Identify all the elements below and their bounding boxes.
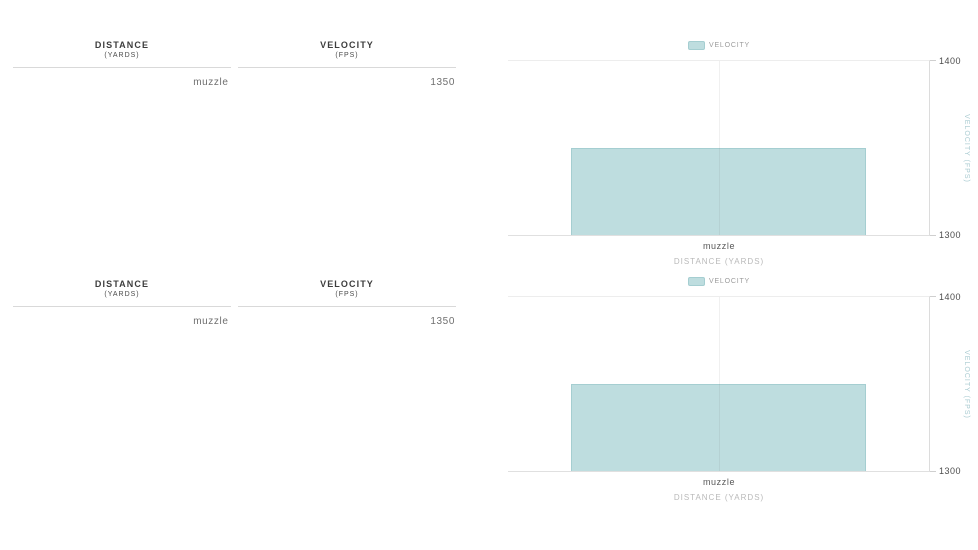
- y-axis-title: VELOCITY (FPS): [962, 349, 970, 419]
- velocity-bar-chart-1: VELOCITY 1400 1300 VELOCITY (FPS) muzzle…: [508, 40, 978, 275]
- x-gridline: [718, 297, 720, 471]
- column-header-distance: DISTANCE (YARDS): [13, 279, 231, 307]
- column-unit: (FPS): [335, 52, 359, 59]
- legend-swatch-icon: [687, 277, 705, 286]
- legend-item-velocity[interactable]: VELOCITY: [687, 41, 751, 50]
- column-label: VELOCITY: [320, 279, 374, 289]
- legend-swatch-icon: [687, 41, 705, 50]
- x-tick-label-muzzle: muzzle: [702, 241, 736, 251]
- y-tick-label-min: 1300: [939, 466, 962, 476]
- column-label: DISTANCE: [94, 40, 150, 50]
- x-tick-label-muzzle: muzzle: [702, 477, 736, 487]
- column-label: VELOCITY: [320, 40, 374, 50]
- chart-legend: VELOCITY: [508, 277, 930, 286]
- table-header-row: DISTANCE (YARDS) VELOCITY (FPS): [13, 279, 456, 307]
- distance-cell: muzzle: [193, 77, 229, 88]
- y-axis-title: VELOCITY (FPS): [962, 113, 970, 183]
- velocity-cell: 1350: [430, 316, 455, 327]
- velocity-cell: 1350: [430, 77, 455, 88]
- plot-area: 1400 1300: [508, 56, 961, 240]
- y-tick-label-max: 1400: [939, 292, 962, 302]
- y-axis-title-wrap: VELOCITY (FPS): [958, 296, 974, 472]
- velocity-bar-chart-2: VELOCITY 1400 1300 VELOCITY (FPS) muzzle…: [508, 276, 978, 511]
- velocity-bar-muzzle[interactable]: [571, 384, 866, 471]
- y-axis-tick-min: [930, 471, 936, 472]
- ballistics-table-2: DISTANCE (YARDS) VELOCITY (FPS) muzzle 1…: [13, 279, 456, 327]
- table-header-row: DISTANCE (YARDS) VELOCITY (FPS): [13, 40, 456, 68]
- column-header-distance: DISTANCE (YARDS): [13, 40, 231, 68]
- velocity-bar-muzzle[interactable]: [571, 148, 866, 235]
- distance-cell: muzzle: [193, 316, 229, 327]
- y-tick-label-max: 1400: [939, 56, 962, 66]
- legend-item-velocity[interactable]: VELOCITY: [687, 277, 751, 286]
- y-tick-label-min: 1300: [939, 230, 962, 240]
- column-unit: (YARDS): [104, 291, 140, 298]
- y-axis-title-wrap: VELOCITY (FPS): [958, 60, 974, 236]
- column-header-velocity: VELOCITY (FPS): [238, 40, 456, 68]
- x-gridline: [718, 61, 720, 235]
- column-unit: (YARDS): [104, 52, 140, 59]
- column-unit: (FPS): [335, 291, 359, 298]
- y-axis-tick-max: [930, 60, 936, 61]
- x-axis-title: DISTANCE (YARDS): [673, 257, 765, 266]
- chart-legend: VELOCITY: [508, 41, 930, 50]
- x-axis-title: DISTANCE (YARDS): [673, 493, 765, 502]
- column-label: DISTANCE: [94, 279, 150, 289]
- legend-label: VELOCITY: [708, 278, 751, 285]
- legend-label: VELOCITY: [708, 42, 751, 49]
- column-header-velocity: VELOCITY (FPS): [238, 279, 456, 307]
- table-row: muzzle 1350: [13, 307, 456, 327]
- y-axis-tick-max: [930, 296, 936, 297]
- plot-area: 1400 1300: [508, 292, 961, 476]
- y-axis-tick-min: [930, 235, 936, 236]
- table-row: muzzle 1350: [13, 68, 456, 88]
- ballistics-table-1: DISTANCE (YARDS) VELOCITY (FPS) muzzle 1…: [13, 40, 456, 88]
